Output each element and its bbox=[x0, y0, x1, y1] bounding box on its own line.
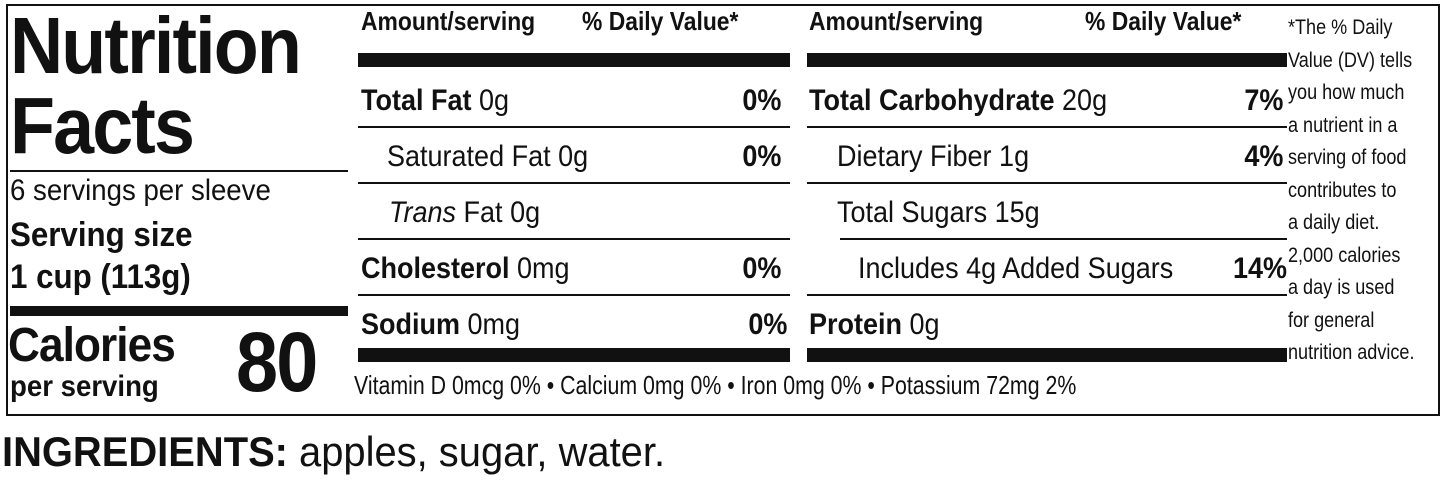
nutrient-row-total-carbohydrate: Total Carbohydrate 20g bbox=[809, 84, 1108, 117]
divider bbox=[840, 238, 1287, 240]
divider bbox=[358, 238, 790, 240]
header-daily-value: % Daily Value* bbox=[1085, 6, 1242, 36]
dv-sodium: 0% bbox=[747, 308, 787, 341]
header-amount-serving: Amount/serving bbox=[361, 6, 536, 36]
dv-total-carbohydrate: 7% bbox=[1243, 84, 1283, 117]
nutrient-row-total-sugars: Total Sugars 15g bbox=[837, 196, 1040, 229]
dv-saturated-fat: 0% bbox=[741, 140, 781, 173]
calories-label: Calories bbox=[8, 319, 176, 372]
divider bbox=[807, 182, 1287, 184]
thick-divider bbox=[807, 53, 1287, 67]
calories-value: 80 bbox=[236, 315, 318, 409]
title-nutrition: Nutrition bbox=[10, 1, 302, 90]
nutrient-row-trans-fat: Trans Fat 0g bbox=[389, 196, 541, 229]
nutrient-row-saturated-fat: Saturated Fat 0g bbox=[387, 140, 589, 173]
divider bbox=[358, 126, 790, 128]
serving-size-value: 1 cup (113g) bbox=[10, 258, 191, 296]
divider bbox=[10, 170, 348, 172]
nutrient-row-protein: Protein 0g bbox=[809, 308, 940, 341]
ingredients-statement: INGREDIENTS: apples, sugar, water. bbox=[2, 428, 666, 475]
title-facts: Facts bbox=[10, 81, 195, 170]
divider bbox=[358, 294, 790, 296]
nutrient-row-sodium: Sodium 0mg bbox=[361, 308, 521, 341]
nutrient-row-cholesterol: Cholesterol 0mg bbox=[361, 252, 570, 285]
dv-dietary-fiber: 4% bbox=[1243, 140, 1283, 173]
dv-cholesterol: 0% bbox=[741, 252, 781, 285]
servings-per-container: 6 servings per sleeve bbox=[10, 174, 271, 207]
divider bbox=[807, 126, 1287, 128]
daily-value-footnote: *The % Daily Value (DV) tells you how mu… bbox=[1288, 16, 1415, 364]
divider bbox=[358, 182, 790, 184]
nutrient-row-added-sugars: Includes 4g Added Sugars bbox=[858, 252, 1174, 285]
nutrient-row-total-fat: Total Fat 0g bbox=[361, 84, 510, 117]
thick-divider bbox=[358, 53, 790, 67]
thick-divider bbox=[807, 348, 1287, 362]
thick-divider bbox=[358, 348, 790, 362]
dv-total-fat: 0% bbox=[741, 84, 781, 117]
dv-added-sugars: 14% bbox=[1232, 252, 1287, 285]
vitamins-minerals-line: Vitamin D 0mcg 0% • Calcium 0mg 0% • Iro… bbox=[354, 370, 1077, 400]
calories-sublabel: per serving bbox=[10, 370, 159, 403]
serving-size-label: Serving size bbox=[10, 216, 193, 254]
thick-divider bbox=[10, 306, 348, 316]
divider bbox=[807, 294, 1287, 296]
header-amount-serving: Amount/serving bbox=[809, 6, 984, 36]
nutrient-row-dietary-fiber: Dietary Fiber 1g bbox=[837, 140, 1030, 173]
nutrition-facts-panel bbox=[6, 4, 1440, 416]
header-daily-value: % Daily Value* bbox=[582, 6, 739, 36]
